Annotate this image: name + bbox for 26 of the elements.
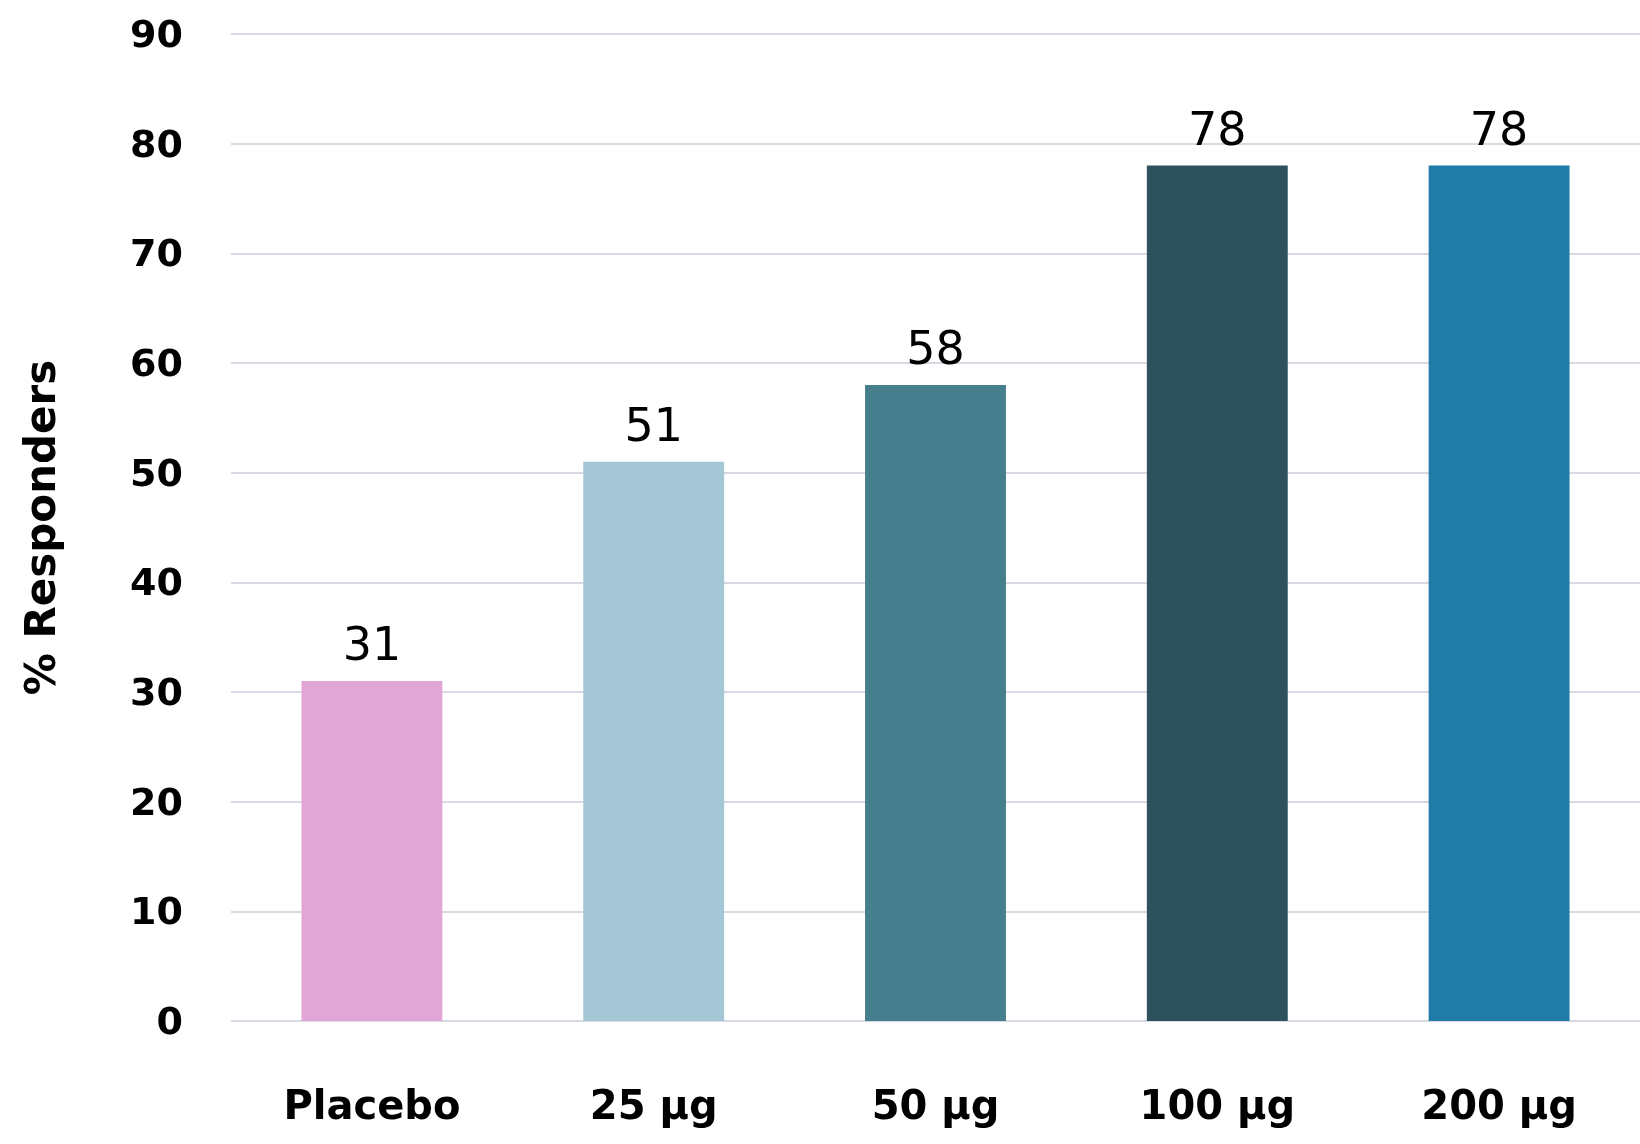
y-tick-label: 50 bbox=[130, 450, 183, 495]
bar bbox=[301, 681, 443, 1021]
x-tick-label: 25 µg bbox=[589, 1082, 718, 1128]
y-tick-label: 80 bbox=[130, 121, 183, 166]
x-tick-label: 200 µg bbox=[1421, 1082, 1577, 1128]
x-tick-label: 50 µg bbox=[871, 1082, 1000, 1128]
x-tick-label: Placebo bbox=[283, 1082, 461, 1128]
x-tick-label: 100 µg bbox=[1139, 1082, 1296, 1128]
y-tick-label: 60 bbox=[130, 341, 183, 385]
data-label: 78 bbox=[1188, 101, 1247, 156]
y-tick-label: 40 bbox=[130, 560, 183, 605]
bar bbox=[583, 461, 725, 1021]
y-tick-label: 30 bbox=[130, 670, 183, 714]
y-tick-label: 70 bbox=[130, 231, 183, 276]
y-tick-label: 90 bbox=[130, 12, 183, 56]
data-label: 51 bbox=[624, 397, 683, 452]
data-label: 78 bbox=[1469, 101, 1529, 156]
y-tick-label: 10 bbox=[130, 889, 183, 934]
bar bbox=[1428, 165, 1570, 1021]
y-tick-label: 20 bbox=[130, 779, 183, 824]
data-label: 31 bbox=[342, 617, 402, 672]
y-tick-label: 0 bbox=[156, 999, 183, 1043]
bar bbox=[865, 384, 1006, 1021]
bar bbox=[1146, 165, 1288, 1021]
data-label: 58 bbox=[906, 320, 965, 375]
y-axis-title: % Responders bbox=[15, 359, 65, 696]
